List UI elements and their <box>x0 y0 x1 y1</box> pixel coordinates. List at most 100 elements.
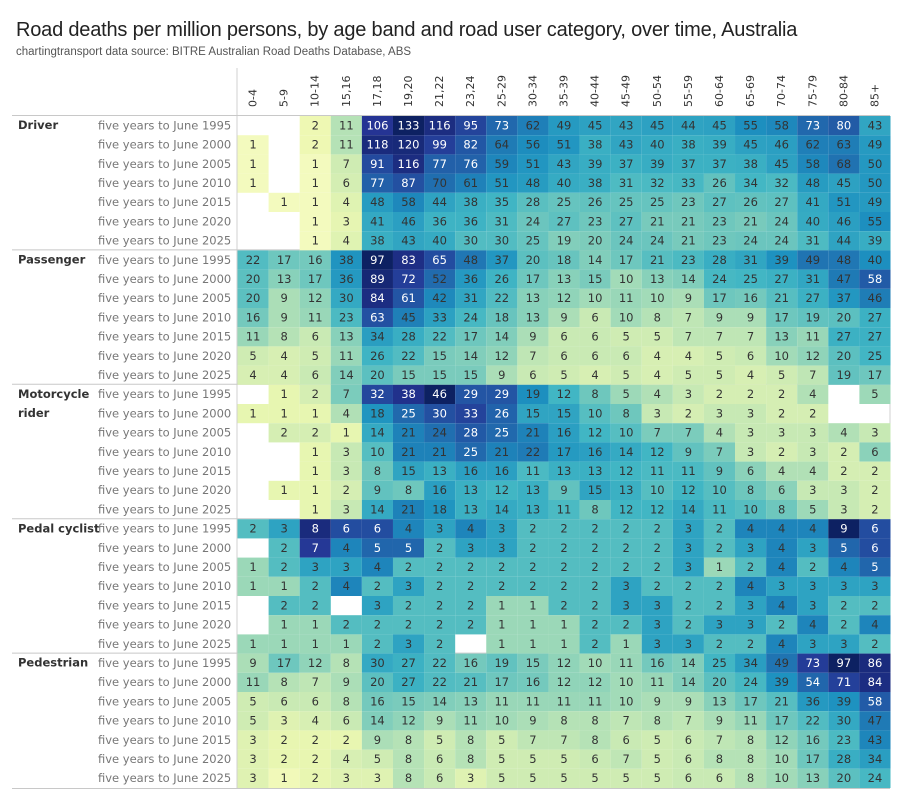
cell-value: 3 <box>343 560 350 574</box>
heatmap-cell <box>703 269 736 289</box>
cell-value: 26 <box>712 176 727 190</box>
cell-value: 7 <box>560 733 567 747</box>
heatmap-cell <box>828 692 860 712</box>
cell-value: 36 <box>432 214 447 228</box>
cell-value: 4 <box>654 349 661 363</box>
heatmap-cell <box>548 423 580 443</box>
cell-value: 2 <box>591 522 598 536</box>
cell-value: 14 <box>370 426 385 440</box>
cell-value: 2 <box>747 637 754 651</box>
heatmap-cell <box>672 634 704 654</box>
heatmap-cell <box>703 711 736 731</box>
heatmap-cell <box>672 692 704 712</box>
heatmap-cell <box>361 212 393 232</box>
cell-value: 26 <box>743 195 758 209</box>
cell-value: 1 <box>249 637 256 651</box>
cell-value: 21 <box>650 214 665 228</box>
heatmap-cell <box>579 519 611 539</box>
heatmap-cell <box>610 423 642 443</box>
cell-value: 1 <box>249 579 256 593</box>
heatmap-cell <box>703 500 736 520</box>
cell-value: 2 <box>809 560 816 574</box>
cell-value: 2 <box>529 579 536 593</box>
heatmap-cell <box>579 365 611 385</box>
cell-value: 7 <box>809 368 816 382</box>
heatmap-cell <box>735 576 767 596</box>
cell-value: 3 <box>343 771 350 785</box>
cell-value: 39 <box>774 675 789 689</box>
heatmap-cell <box>735 192 767 212</box>
heatmap-cell <box>579 500 611 520</box>
heatmap-cell <box>579 135 611 155</box>
period-label: five years to June 1995 <box>98 656 231 670</box>
cell-value: 8 <box>654 310 661 324</box>
cell-value: 8 <box>747 483 754 497</box>
heatmap-cell <box>548 672 580 692</box>
heatmap-cell <box>828 634 860 654</box>
cell-value: 12 <box>774 733 789 747</box>
cell-value: 4 <box>840 560 847 574</box>
heatmap-cell <box>486 653 518 673</box>
cell-value: 4 <box>747 368 754 382</box>
heatmap-cell <box>268 346 300 366</box>
cell-value: 20 <box>526 253 541 267</box>
cell-value: 2 <box>436 637 443 651</box>
heatmap-cell <box>735 519 767 539</box>
heatmap-cell <box>392 749 425 769</box>
heatmap-cell <box>548 768 580 788</box>
cell-value: 5 <box>871 560 878 574</box>
heatmap-cell <box>766 212 798 232</box>
cell-value: 11 <box>805 330 820 344</box>
heatmap-cell <box>361 346 393 366</box>
cell-value: 2 <box>716 541 723 555</box>
heatmap-cell <box>766 749 798 769</box>
heatmap-cell <box>672 116 704 136</box>
heatmap-cell <box>455 231 487 251</box>
cell-value: 3 <box>654 598 661 612</box>
heatmap-cell <box>486 749 518 769</box>
heatmap-cell <box>828 423 860 443</box>
cell-value: 15 <box>432 368 447 382</box>
heatmap-cell <box>299 480 331 500</box>
cell-value: 11 <box>712 502 727 516</box>
cell-value: 1 <box>280 618 287 632</box>
heatmap-cell <box>641 557 673 577</box>
cell-value: 9 <box>747 310 754 324</box>
heatmap-cell <box>579 711 611 731</box>
heatmap-cell <box>517 231 549 251</box>
cell-value: 2 <box>529 522 536 536</box>
cell-value: 49 <box>868 138 883 152</box>
heatmap-cell <box>579 269 611 289</box>
cell-value: 1 <box>343 637 350 651</box>
cell-value: 50 <box>868 157 883 171</box>
heatmap-cell <box>797 192 829 212</box>
heatmap-cell <box>268 634 300 654</box>
heatmap-cell <box>859 423 891 443</box>
heatmap-cell <box>610 692 642 712</box>
cell-value: 45 <box>650 118 665 132</box>
cell-value: 12 <box>557 387 572 401</box>
heatmap-cell <box>735 365 767 385</box>
heatmap-cell <box>797 749 829 769</box>
cell-value: 2 <box>374 618 381 632</box>
cell-value: 5 <box>716 368 723 382</box>
heatmap-cell <box>610 116 642 136</box>
heatmap-cell <box>361 500 393 520</box>
heatmap-cell <box>579 116 611 136</box>
cell-value: 3 <box>685 541 692 555</box>
heatmap-cell <box>268 250 300 270</box>
period-label: five years to June 2020 <box>98 214 231 228</box>
heatmap-cell <box>424 250 456 270</box>
cell-value: 3 <box>747 445 754 459</box>
cell-value: 65 <box>432 253 447 267</box>
cell-value: 2 <box>498 579 505 593</box>
cell-value: 2 <box>467 579 474 593</box>
cell-value: 4 <box>778 560 785 574</box>
cell-value: 13 <box>526 502 541 516</box>
cell-value: 2 <box>591 598 598 612</box>
cell-value: 12 <box>494 483 509 497</box>
heatmap-cell <box>766 615 798 635</box>
heatmap-cell <box>579 423 611 443</box>
heatmap-cell <box>455 173 487 193</box>
cell-value: 2 <box>591 579 598 593</box>
